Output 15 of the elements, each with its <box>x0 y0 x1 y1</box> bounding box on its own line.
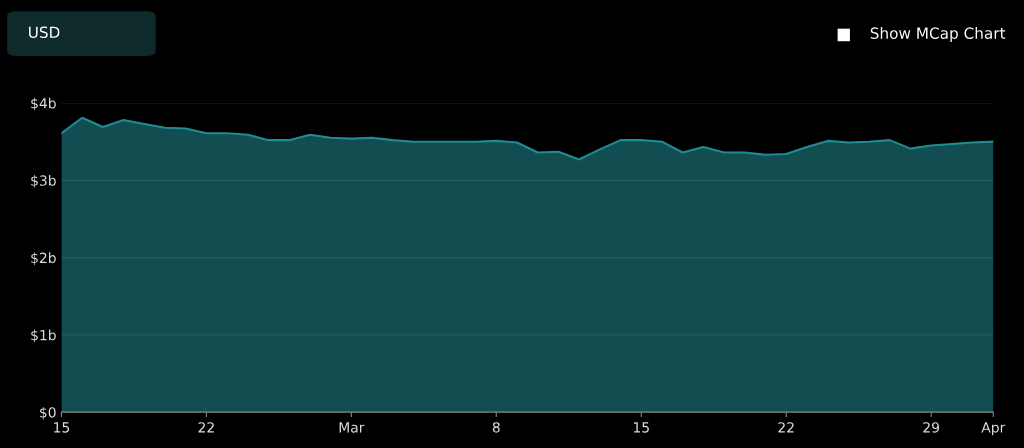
x-tick-label: Mar <box>339 422 365 433</box>
y-tick-label: $4b <box>31 97 56 111</box>
x-tick-label: Apr <box>981 422 1006 436</box>
x-tick-label: 8 <box>492 422 500 433</box>
text: USD <box>29 26 60 39</box>
x-tick-label: 15 <box>633 422 649 433</box>
x-tick-label: 22 <box>198 422 214 433</box>
x-tick-label: 22 <box>778 422 794 433</box>
x-tick-label: 15 <box>54 422 70 433</box>
text: Show MCap Chart <box>870 27 1006 42</box>
y-tick-label: $3b <box>31 175 56 188</box>
x-tick-label: 29 <box>923 422 940 433</box>
y-tick-label: $0 <box>40 406 56 420</box>
y-tick-label: $2b <box>31 252 56 265</box>
y-tick-label: $1b <box>31 329 56 343</box>
